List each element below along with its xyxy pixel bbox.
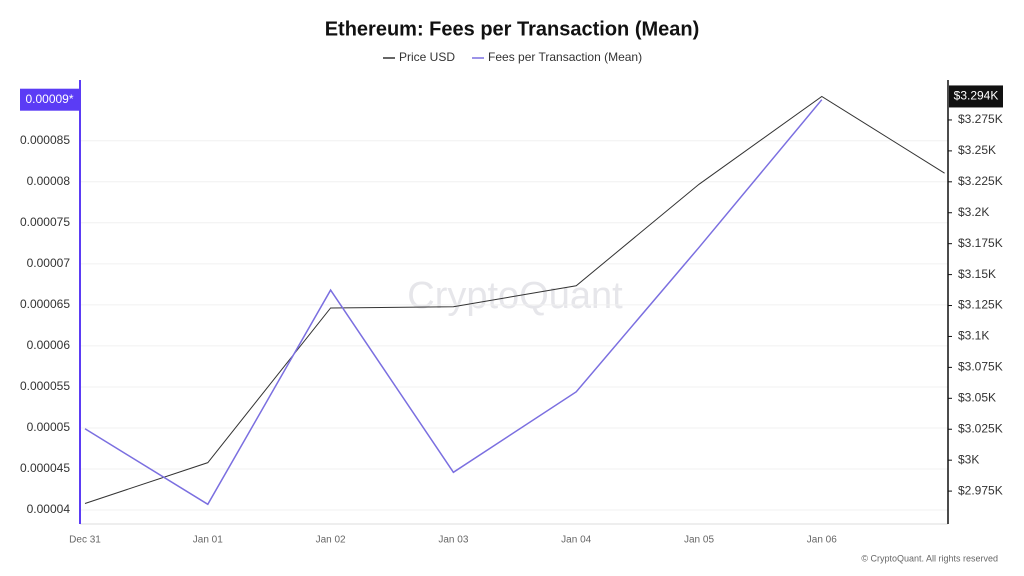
y-marker-label: 0.00009* [25, 92, 73, 106]
y2-tick-label: $3.125K [958, 298, 1003, 312]
y-tick-label: 0.00008 [27, 174, 71, 188]
y2-tick-label: $3.025K [958, 421, 1003, 435]
y2-marker-box [949, 85, 1003, 108]
y2-tick-label: $3.25K [958, 143, 996, 157]
x-tick-label: Jan 02 [316, 535, 346, 546]
x-tick-label: Dec 31 [69, 535, 101, 546]
y-tick-label: 0.00005 [27, 420, 71, 434]
series-line [84, 99, 823, 506]
footer: © CryptoQuant. All rights reserved [861, 553, 998, 563]
legend-label: Fees per Transaction (Mean) [488, 50, 642, 64]
y-tick-label: 0.00007 [27, 256, 71, 270]
y-tick-label: 0.00006 [27, 338, 71, 352]
y2-tick-label: $3.15K [958, 267, 996, 281]
series-line [84, 95, 945, 504]
y-tick-label: 0.000085 [20, 133, 70, 147]
y-tick-label: 0.00004 [27, 502, 71, 516]
y2-tick-label: $3.175K [958, 236, 1003, 250]
y-tick-label: 0.000065 [20, 297, 70, 311]
y-tick-label: 0.000055 [20, 379, 70, 393]
y2-tick-label: $3.075K [958, 360, 1003, 374]
chart-title: Ethereum: Fees per Transaction (Mean) [325, 18, 700, 40]
y-tick-label: 0.000045 [20, 461, 70, 475]
y2-tick-label: $3.2K [958, 205, 989, 219]
y2-tick-label: $3.1K [958, 329, 989, 343]
y2-marker-label: $3.294K [954, 89, 999, 103]
y2-tick-label: $3K [958, 452, 979, 466]
y2-tick-label: $3.275K [958, 112, 1003, 126]
x-tick-label: Jan 06 [807, 535, 837, 546]
y2-tick-label: $3.225K [958, 174, 1003, 188]
y-tick-label: 0.000075 [20, 215, 70, 229]
x-tick-label: Jan 01 [193, 535, 223, 546]
y2-tick-label: $2.975K [958, 483, 1003, 497]
x-tick-label: Jan 05 [684, 535, 714, 546]
y-marker-box [20, 88, 79, 111]
x-tick-label: Jan 03 [438, 535, 468, 546]
y2-tick-label: $3.05K [958, 390, 996, 404]
x-tick-label: Jan 04 [561, 535, 591, 546]
legend-label: Price USD [399, 50, 455, 64]
